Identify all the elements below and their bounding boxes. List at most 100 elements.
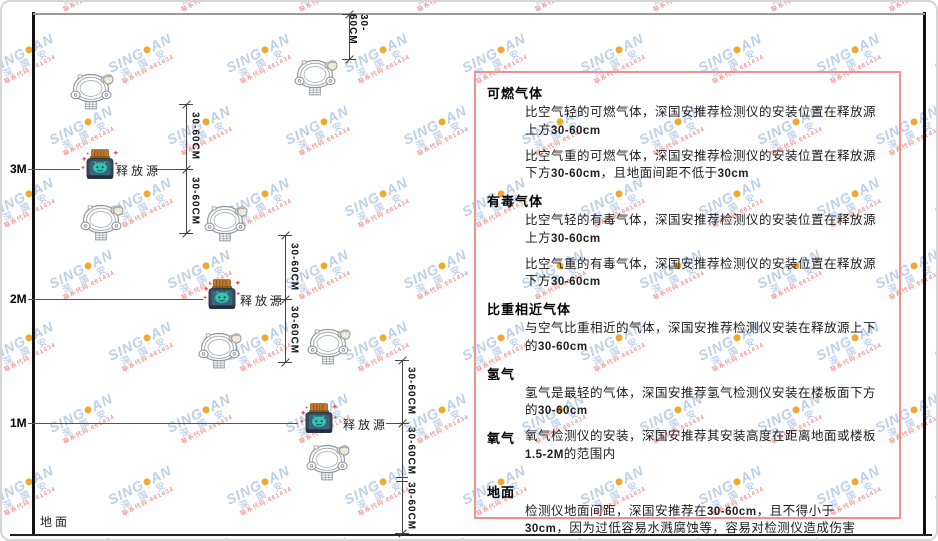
dimension-label: 30-60CM bbox=[288, 306, 300, 355]
watermark-dot-icon bbox=[260, 45, 271, 55]
ground-label: 地面 bbox=[40, 515, 71, 529]
section-heading: 有毒气体 bbox=[487, 194, 544, 209]
watermark-dot-icon bbox=[260, 189, 271, 199]
section-heading: 氢气 bbox=[487, 366, 516, 382]
section-oxygen: 氧气 氧气检测仪的安装，深国安推荐其安装高度在距离地面或楼板1.5-2M的范围内 bbox=[487, 428, 889, 472]
section-heading: 氧气 bbox=[487, 431, 516, 446]
leader-line-1m-right bbox=[386, 423, 401, 424]
watermark-dot-icon bbox=[378, 333, 389, 343]
leader-line-2m bbox=[28, 299, 203, 300]
ground-line bbox=[10, 534, 932, 536]
height-label-3m: 3M bbox=[10, 162, 27, 176]
gas-detector-icon bbox=[70, 73, 114, 110]
right-wall-line bbox=[923, 12, 926, 536]
watermark-dot-icon bbox=[437, 261, 448, 271]
gas-detector-icon bbox=[294, 59, 338, 96]
watermark-dot-icon bbox=[614, 45, 625, 55]
watermark-dot-icon bbox=[319, 117, 330, 127]
dimension-label: 30-60CM bbox=[189, 112, 201, 161]
gas-detector-icon bbox=[204, 205, 248, 242]
gas-detector-icon bbox=[80, 204, 124, 241]
section-heading: 地面 bbox=[487, 484, 516, 500]
release-source-icon bbox=[202, 279, 241, 310]
leader-line-1m bbox=[28, 423, 298, 424]
leader-line-3m bbox=[28, 169, 80, 170]
dimension-line bbox=[402, 360, 403, 534]
watermark-dot-icon bbox=[378, 45, 389, 55]
watermark-dot-icon bbox=[83, 261, 94, 271]
watermark-dot-icon bbox=[83, 405, 94, 415]
watermark-dot-icon bbox=[142, 189, 153, 199]
watermark-dot-icon bbox=[201, 405, 212, 415]
section-paragraph: 比空气重的有毒气体，深国安推荐检测仪的安装位置在释放源下方30-60cm bbox=[525, 256, 877, 289]
left-wall-line bbox=[32, 12, 35, 536]
section-paragraph: 氧气检测仪的安装，深国安推荐其安装高度在距离地面或楼板1.5-2M的范围内 bbox=[525, 429, 877, 461]
watermark-dot-icon bbox=[850, 45, 861, 55]
release-source-icon bbox=[80, 149, 119, 180]
dimension-break bbox=[396, 481, 408, 482]
guideline-panel: 可燃气体 比空气轻的可燃气体，深国安推荐检测仪的安装位置在释放源上方30-60c… bbox=[474, 71, 901, 535]
section-paragraph: 氢气是最轻的气体，深国安推荐氢气检测仪安装在楼板面下方的30-60cm bbox=[525, 385, 877, 418]
section-similar-density-gas: 比重相近气体 与空气比重相近的气体，深国安推荐检测仪安装在释放源上下的30-60… bbox=[487, 299, 889, 356]
watermark-dot-icon bbox=[201, 261, 212, 271]
dimension-line bbox=[349, 14, 350, 60]
release-source-label: 释放源 bbox=[116, 164, 162, 178]
watermark-dot-icon bbox=[378, 189, 389, 199]
watermark-dot-icon bbox=[142, 333, 153, 343]
gas-detector-icon bbox=[307, 328, 351, 365]
watermark-dot-icon bbox=[909, 261, 920, 271]
section-heading: 可燃气体 bbox=[487, 86, 544, 101]
watermark-dot-icon bbox=[378, 477, 389, 487]
watermark-dot-icon bbox=[496, 45, 507, 55]
dimension-label: 30-60CM bbox=[288, 242, 300, 292]
section-paragraph: 比空气轻的可燃气体，深国安推荐检测仪的安装位置在释放源上方30-60cm bbox=[525, 105, 877, 137]
watermark-dot-icon bbox=[260, 477, 271, 487]
dimension-label: 30-60CM bbox=[405, 482, 417, 531]
dimension-label: 30-60CM bbox=[189, 176, 201, 226]
section-toxic-gas: 有毒气体 比空气轻的有毒气体，深国安推荐检测仪的安装位置在释放源上方30-60c… bbox=[487, 191, 889, 291]
watermark-dot-icon bbox=[909, 117, 920, 127]
release-source-label: 释放源 bbox=[343, 418, 389, 432]
watermark-dot-icon bbox=[732, 45, 743, 55]
section-paragraph: 比空气重的可燃气体，深国安推荐检测仪的安装位置在释放源下方30-60cm，且地面… bbox=[525, 148, 877, 181]
dimension-label: 30-60CM bbox=[405, 367, 417, 416]
watermark-dot-icon bbox=[201, 117, 212, 127]
gas-detector-icon bbox=[198, 332, 242, 369]
section-paragraph: 比空气轻的有毒气体，深国安推荐检测仪的安装位置在释放源上方30-60cm bbox=[525, 213, 877, 245]
section-flammable-gas: 可燃气体 比空气轻的可燃气体，深国安推荐检测仪的安装位置在释放源上方30-60c… bbox=[487, 83, 889, 183]
section-paragraph: 与空气比重相近的气体，深国安推荐检测仪安装在释放源上下的30-60cm bbox=[525, 321, 877, 353]
watermark-dot-icon bbox=[909, 405, 920, 415]
leader-line-3m-right bbox=[154, 169, 185, 170]
gas-detector-icon bbox=[306, 444, 350, 481]
section-paragraph: 检测仪地面间距，深国安推荐在30-60cm，且不得小于30cm，因为过低容易水溅… bbox=[525, 503, 856, 536]
section-heading: 比重相近气体 bbox=[487, 302, 572, 317]
watermark-dot-icon bbox=[142, 477, 153, 487]
watermark-dot-icon bbox=[83, 117, 94, 127]
ceiling-line bbox=[33, 13, 925, 15]
watermark-dot-icon bbox=[260, 333, 271, 343]
watermark-dot-icon bbox=[437, 117, 448, 127]
